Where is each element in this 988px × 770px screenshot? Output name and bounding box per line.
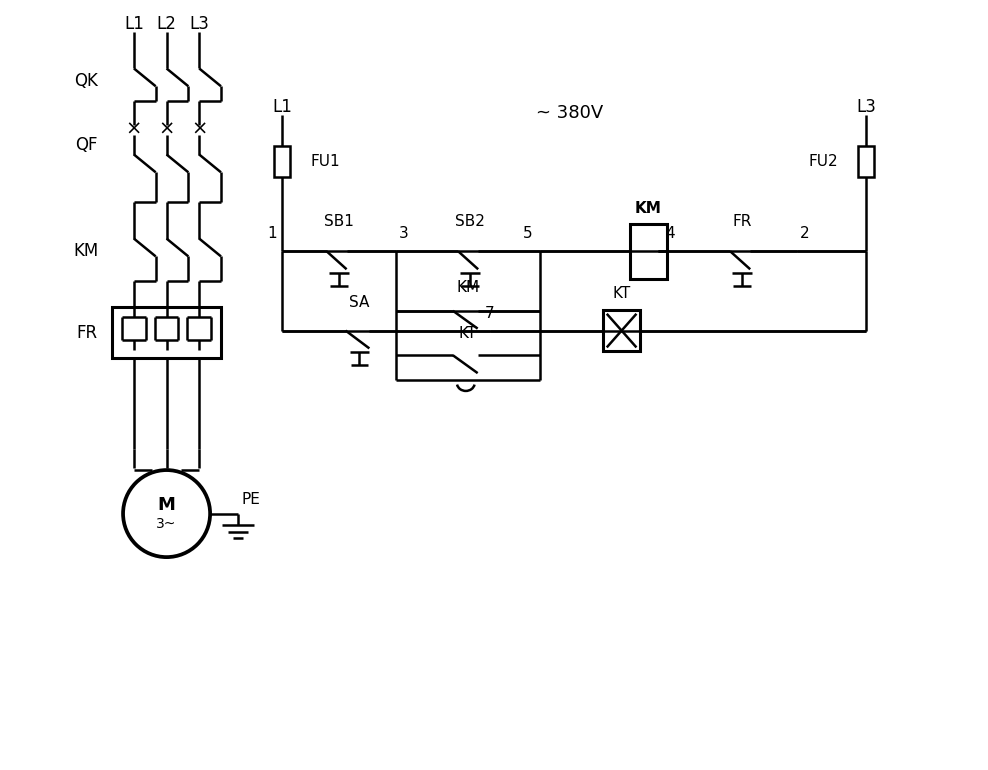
Text: 5: 5 [523, 226, 533, 241]
Text: KM: KM [635, 201, 662, 216]
Text: 4: 4 [665, 226, 675, 241]
Text: ×: × [125, 119, 142, 139]
Text: 7: 7 [485, 306, 495, 321]
Text: FR: FR [76, 323, 97, 342]
Bar [113, 307, 221, 358]
Text: 3~: 3~ [156, 517, 177, 531]
Text: KT: KT [613, 286, 630, 302]
Bar [275, 146, 290, 177]
Text: KM: KM [74, 243, 99, 260]
Text: L1: L1 [273, 98, 292, 116]
Text: SB2: SB2 [455, 214, 485, 229]
Text: SB1: SB1 [324, 214, 354, 229]
Text: 2: 2 [800, 226, 809, 241]
Text: QF: QF [75, 136, 98, 154]
Bar [603, 310, 640, 351]
Text: FU1: FU1 [310, 154, 340, 169]
Text: 1: 1 [268, 226, 278, 241]
Bar [629, 224, 667, 279]
Text: KT: KT [458, 326, 477, 341]
Text: L3: L3 [856, 98, 876, 116]
Bar [858, 146, 873, 177]
Text: SA: SA [350, 296, 370, 310]
Text: L2: L2 [157, 15, 177, 33]
Text: ×: × [191, 119, 207, 139]
Text: QK: QK [74, 72, 99, 90]
Text: M: M [158, 496, 176, 514]
Text: L3: L3 [190, 15, 209, 33]
Text: L1: L1 [124, 15, 144, 33]
Text: FR: FR [732, 214, 752, 229]
Text: FU2: FU2 [808, 154, 838, 169]
Text: KM: KM [456, 280, 479, 295]
Text: PE: PE [241, 492, 260, 507]
Text: ×: × [158, 119, 175, 139]
Text: ~ 380V: ~ 380V [535, 104, 603, 122]
Text: 3: 3 [399, 226, 409, 241]
